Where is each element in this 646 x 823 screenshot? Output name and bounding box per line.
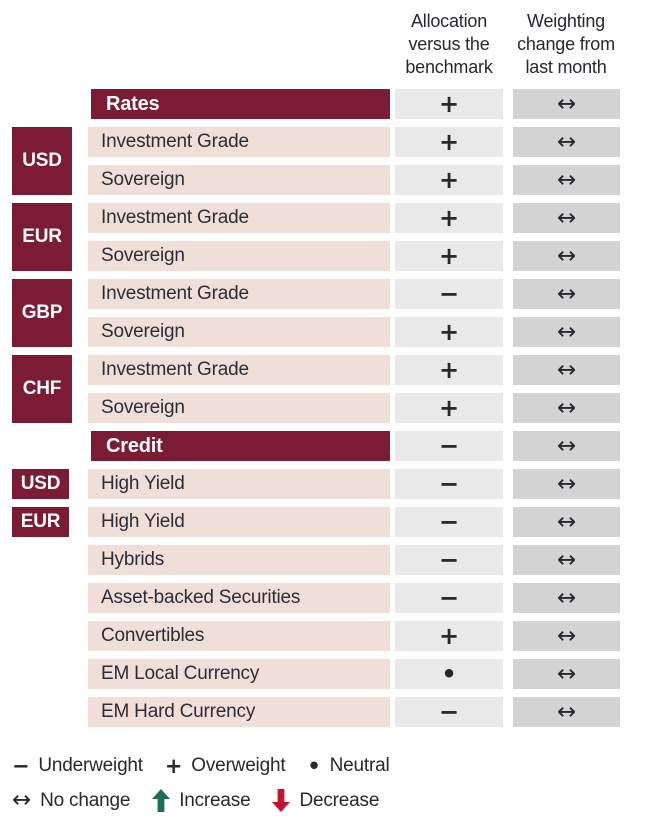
row-label: High Yield	[88, 507, 390, 537]
weighting-cell: ↔	[513, 469, 620, 499]
row-label: Sovereign	[88, 165, 390, 195]
allocation-cell: +	[395, 89, 503, 119]
weighting-cell: ↔	[513, 355, 620, 385]
section-row-rates: Rates	[91, 89, 390, 119]
legend-overweight: + Overweight	[165, 755, 286, 777]
weighting-cell: ↔	[513, 203, 620, 233]
weighting-cell: ↔	[513, 507, 620, 537]
section-row-credit: Credit	[91, 431, 390, 461]
plus-icon: +	[164, 753, 183, 778]
allocation-cell: +	[395, 165, 503, 195]
legend-underweight: − Underweight	[12, 755, 143, 777]
currency-badge-usd: USD	[12, 127, 72, 195]
bullet-icon: •	[307, 753, 321, 778]
allocation-cell: −	[395, 545, 503, 575]
legend-label: Neutral	[329, 755, 390, 776]
row-label: Asset-backed Securities	[88, 583, 390, 613]
allocation-cell: −	[395, 279, 503, 309]
row-label: Sovereign	[88, 317, 390, 347]
row-label: Investment Grade	[88, 355, 390, 385]
legend-label: No change	[40, 789, 131, 811]
left-right-arrow-icon: ↔	[12, 787, 32, 813]
legend-label: Increase	[179, 789, 251, 811]
currency-badge-chf: CHF	[12, 355, 72, 423]
row-label: Sovereign	[88, 393, 390, 423]
minus-icon: −	[12, 753, 30, 778]
allocation-cell: •	[395, 659, 503, 689]
legend-increase: Increase	[152, 789, 251, 812]
weighting-cell: ↔	[513, 241, 620, 271]
column-header-weighting: Weighting change from last month	[517, 11, 615, 77]
row-label: EM Hard Currency	[88, 697, 390, 727]
allocation-cell: +	[395, 355, 503, 385]
weighting-cell: ↔	[513, 545, 620, 575]
allocation-cell: +	[395, 621, 503, 651]
weighting-cell: ↔	[513, 659, 620, 689]
row-label: Sovereign	[88, 241, 390, 271]
row-label: Investment Grade	[88, 203, 390, 233]
weighting-cell: ↔	[513, 89, 620, 119]
allocation-cell: −	[395, 583, 503, 613]
legend-neutral: • Neutral	[307, 755, 389, 777]
legend-label: Underweight	[38, 755, 143, 776]
currency-badge-gbp: GBP	[12, 279, 72, 347]
allocation-cell: +	[395, 203, 503, 233]
row-label: Hybrids	[88, 545, 390, 575]
allocation-cell: +	[395, 241, 503, 271]
row-label: EM Local Currency	[88, 659, 390, 689]
row-label: Convertibles	[88, 621, 390, 651]
allocation-cell: +	[395, 127, 503, 157]
currency-badge-eur: EUR	[12, 203, 72, 271]
legend-label: Overweight	[191, 755, 286, 776]
weighting-cell: ↔	[513, 431, 620, 461]
weighting-cell: ↔	[513, 583, 620, 613]
currency-badge-eur-credit: EUR	[12, 507, 69, 537]
legend-weighting: ↔ No change Increase Decrease	[12, 789, 379, 812]
allocation-cell: −	[395, 431, 503, 461]
weighting-cell: ↔	[513, 621, 620, 651]
allocation-cell: +	[395, 317, 503, 347]
row-label: High Yield	[88, 469, 390, 499]
weighting-cell: ↔	[513, 165, 620, 195]
row-label: Investment Grade	[88, 279, 390, 309]
allocation-cell: −	[395, 507, 503, 537]
currency-badge-usd-credit: USD	[12, 469, 69, 499]
allocation-cell: −	[395, 469, 503, 499]
column-header-allocation: Allocation versus the benchmark	[405, 11, 493, 77]
allocation-cell: +	[395, 393, 503, 423]
legend-decrease: Decrease	[272, 789, 379, 812]
legend-no-change: ↔ No change	[12, 789, 130, 812]
weighting-cell: ↔	[513, 279, 620, 309]
legend-label: Decrease	[299, 789, 380, 811]
legend-allocation: − Underweight + Overweight • Neutral	[12, 755, 390, 777]
weighting-cell: ↔	[513, 697, 620, 727]
down-arrow-icon	[272, 789, 291, 812]
up-arrow-icon	[152, 789, 171, 812]
weighting-cell: ↔	[513, 317, 620, 347]
weighting-cell: ↔	[513, 127, 620, 157]
weighting-cell: ↔	[513, 393, 620, 423]
allocation-cell: −	[395, 697, 503, 727]
row-label: Investment Grade	[88, 127, 390, 157]
